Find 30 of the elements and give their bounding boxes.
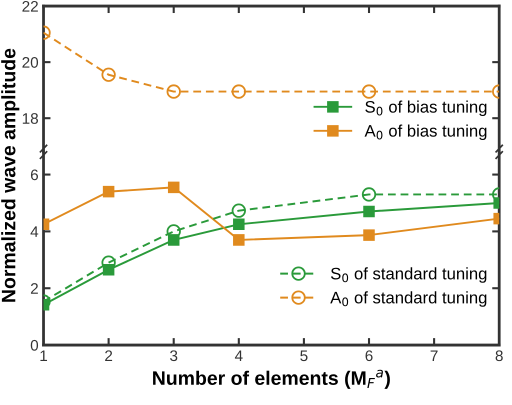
x-tick-label: 2 bbox=[105, 350, 112, 361]
y-tick-label: 2 bbox=[30, 283, 38, 294]
point bbox=[363, 206, 375, 218]
y-tick-label: 22 bbox=[22, 0, 38, 12]
x-tick-label: 3 bbox=[170, 350, 178, 362]
x-tick-label: 1 bbox=[40, 350, 48, 361]
x-tick-label: 4 bbox=[234, 350, 243, 361]
legend-label: A$_{0}$ of standard tuning bbox=[330, 291, 486, 307]
y-tick-label: 18 bbox=[22, 113, 38, 124]
point bbox=[233, 234, 245, 246]
point bbox=[232, 84, 246, 99]
x-tick-label: 5 bbox=[300, 350, 308, 362]
y-tick-label: 6 bbox=[30, 169, 38, 180]
point bbox=[362, 187, 376, 202]
y-tick-label: 20 bbox=[22, 57, 38, 68]
x-tick-label: 6 bbox=[366, 350, 373, 362]
point bbox=[168, 182, 180, 194]
point bbox=[233, 218, 245, 230]
legend-label: S$_{0}$ of standard tuning bbox=[330, 267, 486, 283]
point bbox=[363, 229, 375, 241]
y-axis-title: Normalized wave amplitude bbox=[1, 48, 20, 302]
legend-label: S$_{0}$ of bias tuning bbox=[365, 100, 486, 116]
x-axis-title: Number of elements (M$_{F}$$^{a}$) bbox=[153, 370, 390, 389]
legend-label: A$_{0}$ of bias tuning bbox=[364, 124, 486, 140]
point bbox=[232, 204, 246, 218]
point bbox=[166, 84, 181, 99]
y-tick-label: 0 bbox=[30, 340, 38, 351]
x-tick-label: 7 bbox=[430, 350, 438, 361]
y-tick-label: 4 bbox=[30, 226, 38, 237]
x-tick-label: 8 bbox=[496, 350, 503, 362]
